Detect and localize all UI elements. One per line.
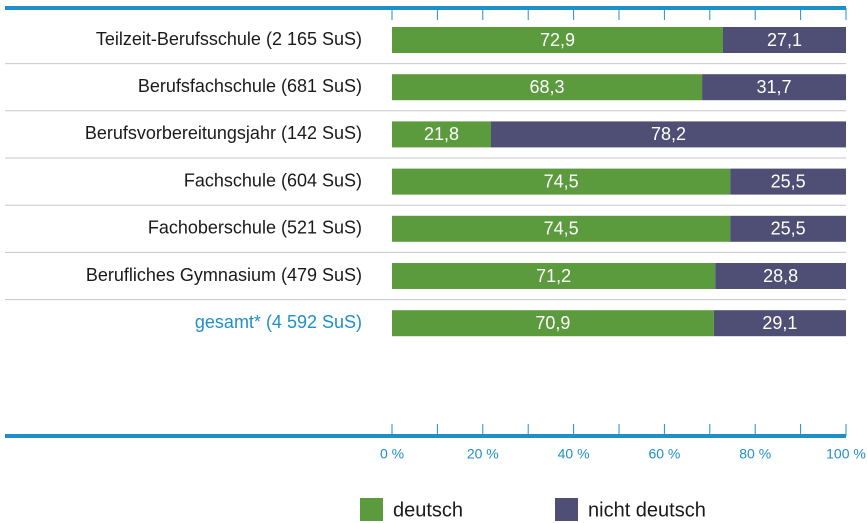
y-tick-label: Teilzeit-Berufsschule (2 165 SuS) (96, 29, 362, 49)
legend-label: deutsch (393, 499, 463, 521)
bar-segment (392, 74, 703, 101)
bar-segment (392, 168, 731, 195)
x-tick-label: 0 % (380, 446, 404, 462)
value-label: 25,5 (771, 171, 806, 191)
bar-segment (392, 121, 491, 148)
x-tick-label: 20 % (467, 446, 499, 462)
bar-segment (392, 27, 723, 53)
value-label: 74,5 (544, 219, 579, 239)
bar-segment (392, 215, 731, 242)
value-label: 27,1 (767, 30, 802, 50)
value-label: 21,8 (424, 124, 459, 144)
y-tick-label: Berufsfachschule (681 SuS) (138, 76, 362, 96)
value-label: 78,2 (651, 124, 686, 144)
legend-swatch (555, 498, 578, 521)
bar-segment (702, 74, 846, 101)
bar-segment (715, 263, 846, 289)
value-label: 31,7 (757, 77, 792, 97)
value-label: 74,5 (544, 171, 579, 191)
x-tick-label: 80 % (739, 446, 771, 462)
bar-segment (713, 310, 846, 337)
legend-swatch (360, 498, 383, 521)
value-label: 71,2 (536, 266, 571, 286)
bar-segment (392, 263, 716, 289)
value-label: 72,9 (540, 30, 575, 50)
y-tick-label: Fachschule (604 SuS) (184, 170, 362, 190)
bar-segment (490, 121, 846, 148)
bar-segment (730, 168, 846, 195)
value-label: 25,5 (771, 219, 806, 239)
x-tick-label: 40 % (558, 446, 590, 462)
bar-segment (730, 215, 846, 242)
y-tick-label: Berufliches Gymnasium (479 SuS) (86, 265, 362, 285)
value-label: 29,1 (762, 313, 797, 333)
y-tick-label: gesamt* (4 592 SuS) (195, 312, 362, 332)
x-tick-label: 100 % (826, 446, 866, 462)
value-label: 68,3 (530, 77, 565, 97)
value-label: 70,9 (535, 313, 570, 333)
x-tick-label: 60 % (648, 446, 680, 462)
y-tick-label: Fachoberschule (521 SuS) (148, 218, 362, 238)
value-label: 28,8 (763, 266, 798, 286)
y-tick-label: Berufsvorbereitungsjahr (142 SuS) (85, 123, 362, 143)
bar-segment (722, 27, 846, 53)
legend-label: nicht deutsch (588, 499, 706, 521)
bar-segment (392, 310, 714, 337)
